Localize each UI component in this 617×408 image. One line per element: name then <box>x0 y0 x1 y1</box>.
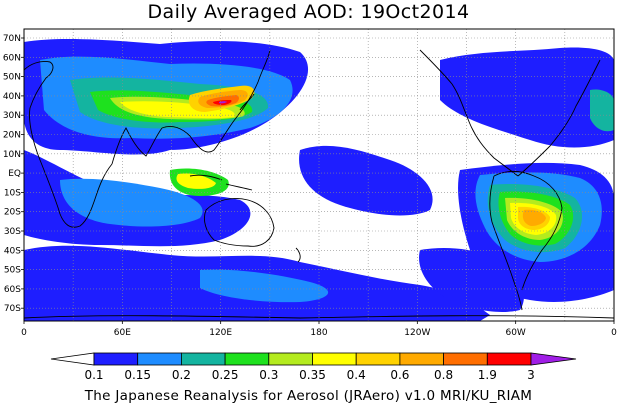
longitude-labels: 0 60E 120E 180 120W 60W 0 <box>21 328 617 338</box>
south-america-coast <box>493 171 563 291</box>
latitude-labels: 70N 60N 50N 40N 30N 20N 10N EQ 10S 20S 30S 40S 50S 60… <box>3 34 21 314</box>
lon-label: 0 <box>611 328 617 338</box>
australia-coast <box>203 198 275 247</box>
colorbar-swatch <box>355 352 401 366</box>
south-asia-coast <box>111 127 163 165</box>
lat-label: 30S <box>4 227 21 237</box>
footer-caption: The Japanese Reanalysis for Aerosol (JRA… <box>84 388 533 404</box>
lat-label: 40N <box>3 92 21 102</box>
lon-label: 120E <box>209 328 232 338</box>
aod-level-max <box>219 101 227 104</box>
aod-field <box>24 38 614 321</box>
east-asia-coast <box>161 49 271 153</box>
lon-label: 60E <box>114 328 131 338</box>
colorbar-swatch <box>443 352 488 366</box>
lat-label: EQ <box>8 169 21 179</box>
colorbar-label: 0.4 <box>347 368 366 382</box>
colorbar-label: 0.8 <box>434 368 453 382</box>
antarctica-coast <box>24 315 614 319</box>
lat-label: 20N <box>3 131 21 141</box>
coastlines <box>24 49 614 319</box>
lat-label: 70S <box>4 304 21 314</box>
lat-label: 10N <box>3 150 21 160</box>
lat-label: 40S <box>4 246 21 256</box>
colorbar-label: 1.9 <box>478 368 497 382</box>
lon-label: 60W <box>505 328 525 338</box>
colorbar-swatch <box>486 352 532 366</box>
africa-europe-coast <box>24 61 113 228</box>
lat-label: 50N <box>3 73 21 83</box>
map-grid <box>24 29 614 321</box>
japan-coast <box>239 93 255 111</box>
colorbar-max-triangle <box>530 352 577 366</box>
colorbar-label: 0.35 <box>299 368 326 382</box>
colorbar <box>50 352 577 366</box>
colorbar-labels: 0.1 0.15 0.2 0.25 0.3 0.35 0.4 0.6 0.8 1.9 3 <box>84 368 534 382</box>
colorbar-label: 0.15 <box>124 368 151 382</box>
lat-label: 70N <box>3 34 21 44</box>
lon-label: 120W <box>404 328 430 338</box>
colorbar-label: 0.25 <box>212 368 239 382</box>
colorbar-label: 0.2 <box>172 368 191 382</box>
lat-label: 20S <box>4 208 21 218</box>
indonesia-coast <box>189 174 253 191</box>
axis-ticks <box>21 37 615 324</box>
lon-label: 180 <box>310 328 327 338</box>
south-america-west-coast <box>489 175 523 311</box>
colorbar-swatch <box>137 352 182 366</box>
colorbar-label: 0.1 <box>84 368 103 382</box>
lat-label: 10S <box>4 188 21 198</box>
colorbar-swatch <box>93 352 139 366</box>
lat-label: 50S <box>4 266 21 276</box>
colorbar-label: 0.6 <box>390 368 409 382</box>
colorbar-label: 3 <box>527 368 535 382</box>
colorbar-swatch <box>399 352 444 366</box>
colorbar-label: 0.3 <box>259 368 278 382</box>
lon-label: 0 <box>21 328 27 338</box>
map-title: Daily Averaged AOD: 19Oct2014 <box>147 1 470 23</box>
colorbar-swatch <box>268 352 313 366</box>
lat-label: 60S <box>4 285 21 295</box>
lat-label: 30N <box>3 111 21 121</box>
north-america-west-coast <box>419 49 519 177</box>
colorbar-swatch <box>180 352 226 366</box>
colorbar-swatch <box>224 352 270 366</box>
colorbar-swatch <box>312 352 357 366</box>
colorbar-min-triangle <box>50 352 95 366</box>
new-zealand-coast <box>295 247 301 263</box>
north-america-east-coast <box>517 59 601 177</box>
lat-label: 60N <box>3 53 21 63</box>
